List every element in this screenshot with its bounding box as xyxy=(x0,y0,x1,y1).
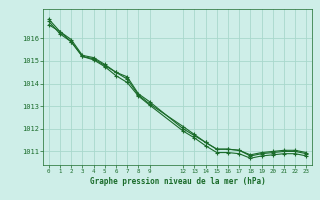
X-axis label: Graphe pression niveau de la mer (hPa): Graphe pression niveau de la mer (hPa) xyxy=(90,177,266,186)
